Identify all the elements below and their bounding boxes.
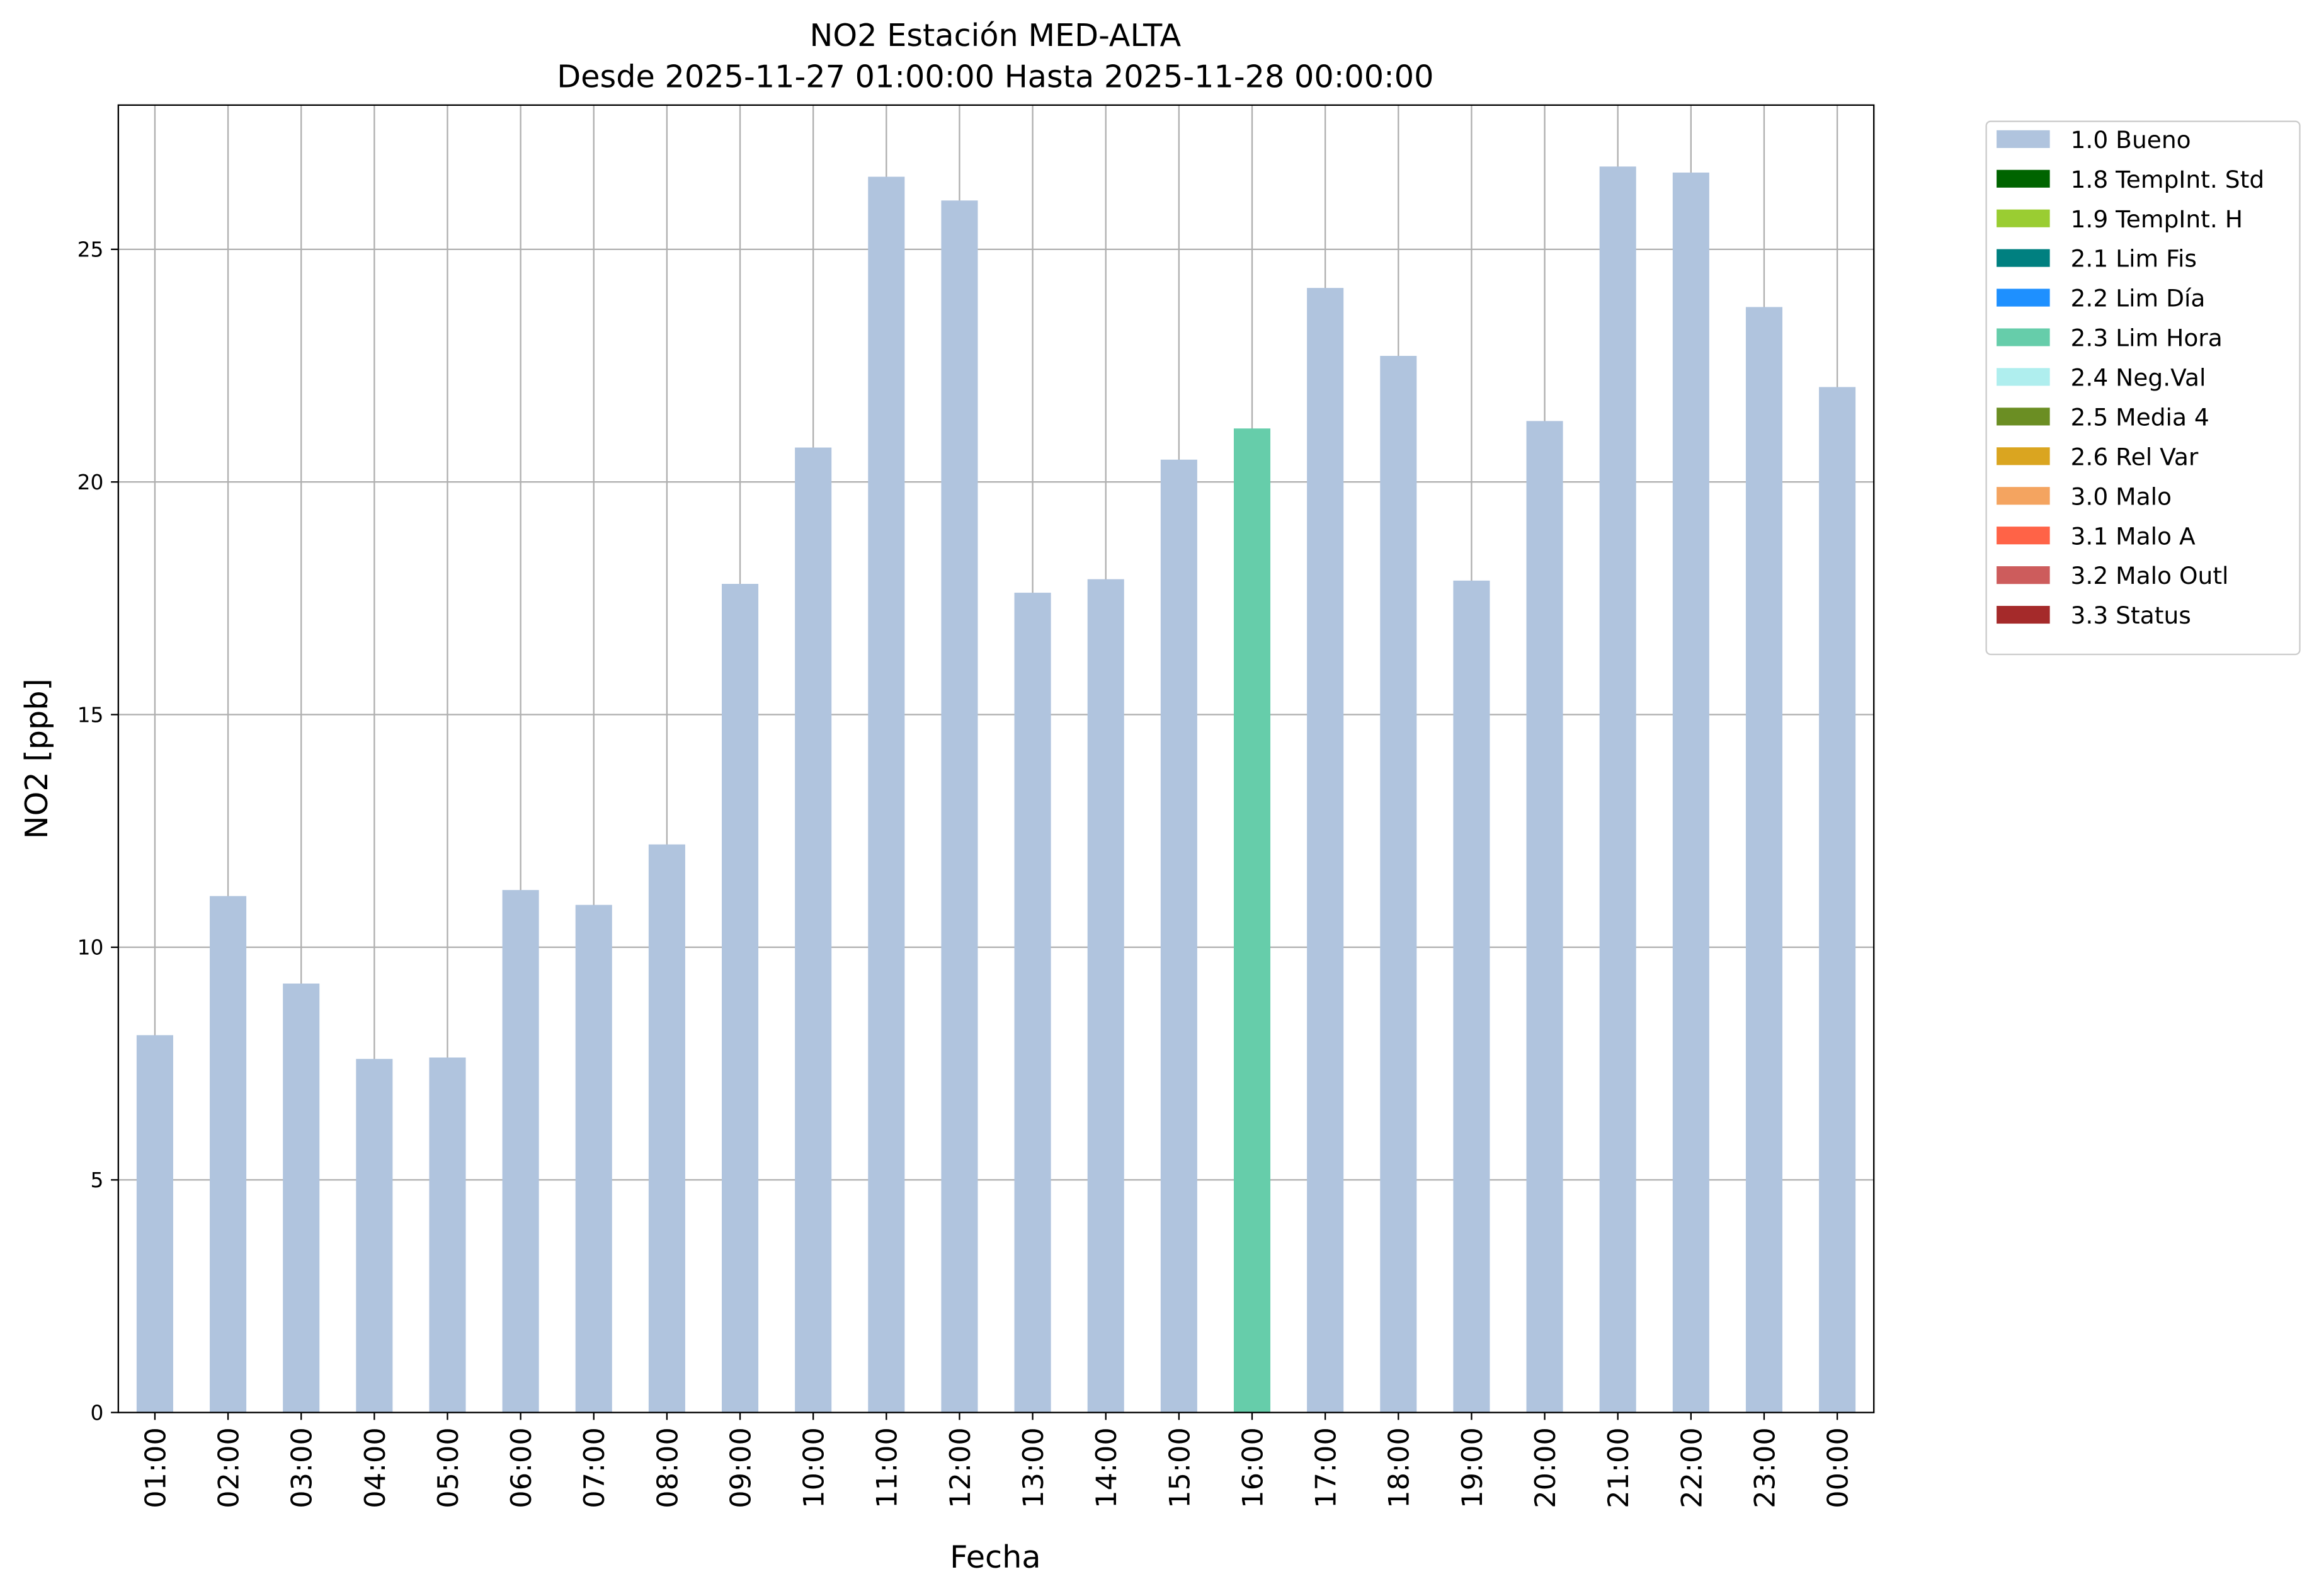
bar [1014, 593, 1051, 1413]
legend-label: 2.1 Lim Fis [2071, 245, 2197, 273]
bars [136, 166, 1856, 1413]
legend-label: 2.5 Media 4 [2071, 403, 2209, 431]
x-tick-label: 21:00 [1602, 1427, 1635, 1508]
x-tick-label: 06:00 [505, 1427, 538, 1508]
bar [575, 904, 612, 1413]
bar [1380, 356, 1417, 1413]
bar [1453, 580, 1490, 1413]
x-tick-label: 18:00 [1383, 1427, 1416, 1508]
bar [941, 200, 978, 1413]
y-tick-label: 20 [77, 470, 104, 494]
x-tick-label: 04:00 [359, 1427, 392, 1508]
legend-swatch [1997, 288, 2050, 307]
legend-swatch [1997, 368, 2050, 386]
legend-swatch [1997, 130, 2050, 148]
y-tick-label: 10 [77, 935, 104, 960]
bar [868, 176, 905, 1413]
legend-swatch [1997, 328, 2050, 346]
x-tick-label: 15:00 [1163, 1427, 1196, 1508]
bar [356, 1059, 393, 1413]
x-tick-label: 03:00 [286, 1427, 319, 1508]
chart-title: NO2 Estación MED-ALTA [809, 17, 1181, 54]
y-tick-label: 15 [77, 702, 104, 727]
x-tick-label: 14:00 [1090, 1427, 1123, 1508]
bar [1745, 307, 1783, 1413]
y-tick-label: 5 [90, 1168, 103, 1192]
x-tick-label: 07:00 [578, 1427, 611, 1508]
bar [136, 1035, 173, 1413]
x-tick-label: 01:00 [139, 1427, 172, 1508]
chart-subtitle: Desde 2025-11-27 01:00:00 Hasta 2025-11-… [557, 59, 1433, 95]
bar [1087, 579, 1124, 1413]
legend-label: 3.1 Malo A [2071, 522, 2196, 550]
bar [283, 983, 320, 1413]
bar [429, 1057, 466, 1413]
bar [1307, 288, 1344, 1413]
x-tick-label: 22:00 [1675, 1427, 1708, 1508]
bar [648, 844, 685, 1413]
bar [1233, 428, 1271, 1413]
legend-label: 3.0 Malo [2071, 482, 2172, 510]
legend-label: 1.9 TempInt. H [2071, 205, 2243, 233]
y-tick-label: 25 [77, 237, 104, 262]
bar [795, 447, 832, 1413]
legend-label: 2.6 Rel Var [2071, 443, 2199, 470]
legend-label: 2.4 Neg.Val [2071, 364, 2206, 392]
x-tick-label: 08:00 [651, 1427, 684, 1508]
x-tick-label: 16:00 [1236, 1427, 1269, 1508]
legend-swatch [1997, 527, 2050, 545]
legend-box [1985, 120, 2301, 656]
x-tick-label: 10:00 [798, 1427, 831, 1508]
legend-swatch [1997, 169, 2050, 188]
x-tick-label: 13:00 [1017, 1427, 1050, 1508]
legend-swatch [1997, 605, 2050, 624]
bar [210, 896, 247, 1413]
plot-frame [117, 104, 1875, 1413]
bar [1160, 459, 1197, 1413]
legend-swatch [1997, 487, 2050, 505]
x-tick-label: 11:00 [871, 1427, 904, 1508]
legend-swatch [1997, 209, 2050, 227]
y-tick-label: 0 [90, 1400, 103, 1425]
legend-label: 3.2 Malo Outl [2071, 562, 2229, 590]
x-tick-label: 19:00 [1456, 1427, 1489, 1508]
legend-label: 2.2 Lim Día [2071, 285, 2206, 312]
x-axis-label: Fecha [950, 1539, 1041, 1575]
legend-label: 2.3 Lim Hora [2071, 324, 2223, 352]
bar [502, 890, 539, 1413]
legend-label: 1.0 Bueno [2071, 126, 2191, 154]
bar [1526, 421, 1563, 1413]
legend-swatch [1997, 249, 2050, 267]
bar [722, 584, 759, 1413]
x-tick-label: 02:00 [213, 1427, 246, 1508]
bar [1819, 387, 1856, 1413]
bar [1599, 166, 1636, 1413]
x-tick-label: 12:00 [944, 1427, 977, 1508]
x-tick-label: 09:00 [724, 1427, 757, 1508]
legend-swatch [1997, 447, 2050, 465]
bar [1672, 172, 1709, 1413]
x-tick-label: 00:00 [1822, 1427, 1855, 1508]
legend-swatch [1997, 408, 2050, 426]
y-axis-label: NO2 [ppb] [18, 678, 55, 839]
x-tick-label: 05:00 [432, 1427, 465, 1508]
x-tick-label: 20:00 [1529, 1427, 1562, 1508]
legend-label: 3.3 Status [2071, 601, 2191, 629]
legend-label: 1.8 TempInt. Std [2071, 166, 2265, 193]
x-tick-label: 17:00 [1310, 1427, 1343, 1508]
legend-swatch [1997, 566, 2050, 584]
x-tick-label: 23:00 [1748, 1427, 1781, 1508]
